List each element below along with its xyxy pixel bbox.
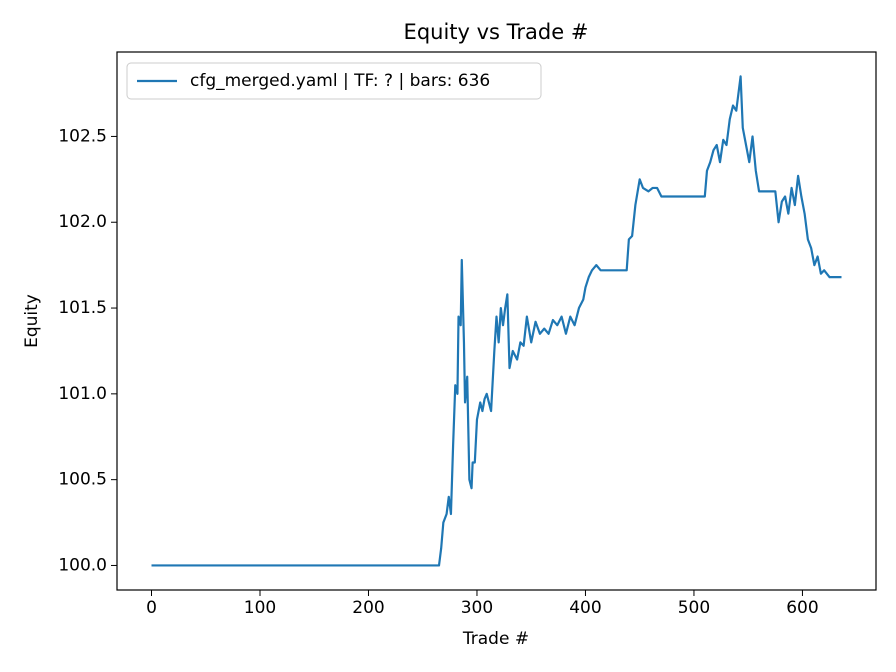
x-tick-label: 600 (786, 598, 818, 618)
x-tick-label: 0 (146, 598, 157, 618)
x-tick-label: 100 (244, 598, 276, 618)
x-tick-label: 500 (678, 598, 710, 618)
y-tick-label: 102.5 (58, 126, 107, 146)
plot-frame (116, 51, 877, 591)
x-tick-label: 400 (569, 598, 601, 618)
y-tick-label: 101.0 (58, 384, 107, 404)
y-tick-label: 100.5 (58, 470, 107, 490)
x-tick-label: 200 (352, 598, 384, 618)
y-tick-label: 101.5 (58, 298, 107, 318)
chart-title: Equity vs Trade # (404, 20, 589, 44)
y-axis-label: Equity (22, 294, 42, 348)
x-tick-label: 300 (461, 598, 493, 618)
line-series (151, 75, 842, 567)
legend-box (126, 62, 542, 100)
y-tick-label: 102.0 (58, 212, 107, 232)
x-axis-label: Trade # (462, 629, 529, 649)
legend-label: cfg_merged.yaml | TF: ? | bars: 636 (190, 71, 490, 91)
y-tick-label: 100.0 (58, 555, 107, 575)
